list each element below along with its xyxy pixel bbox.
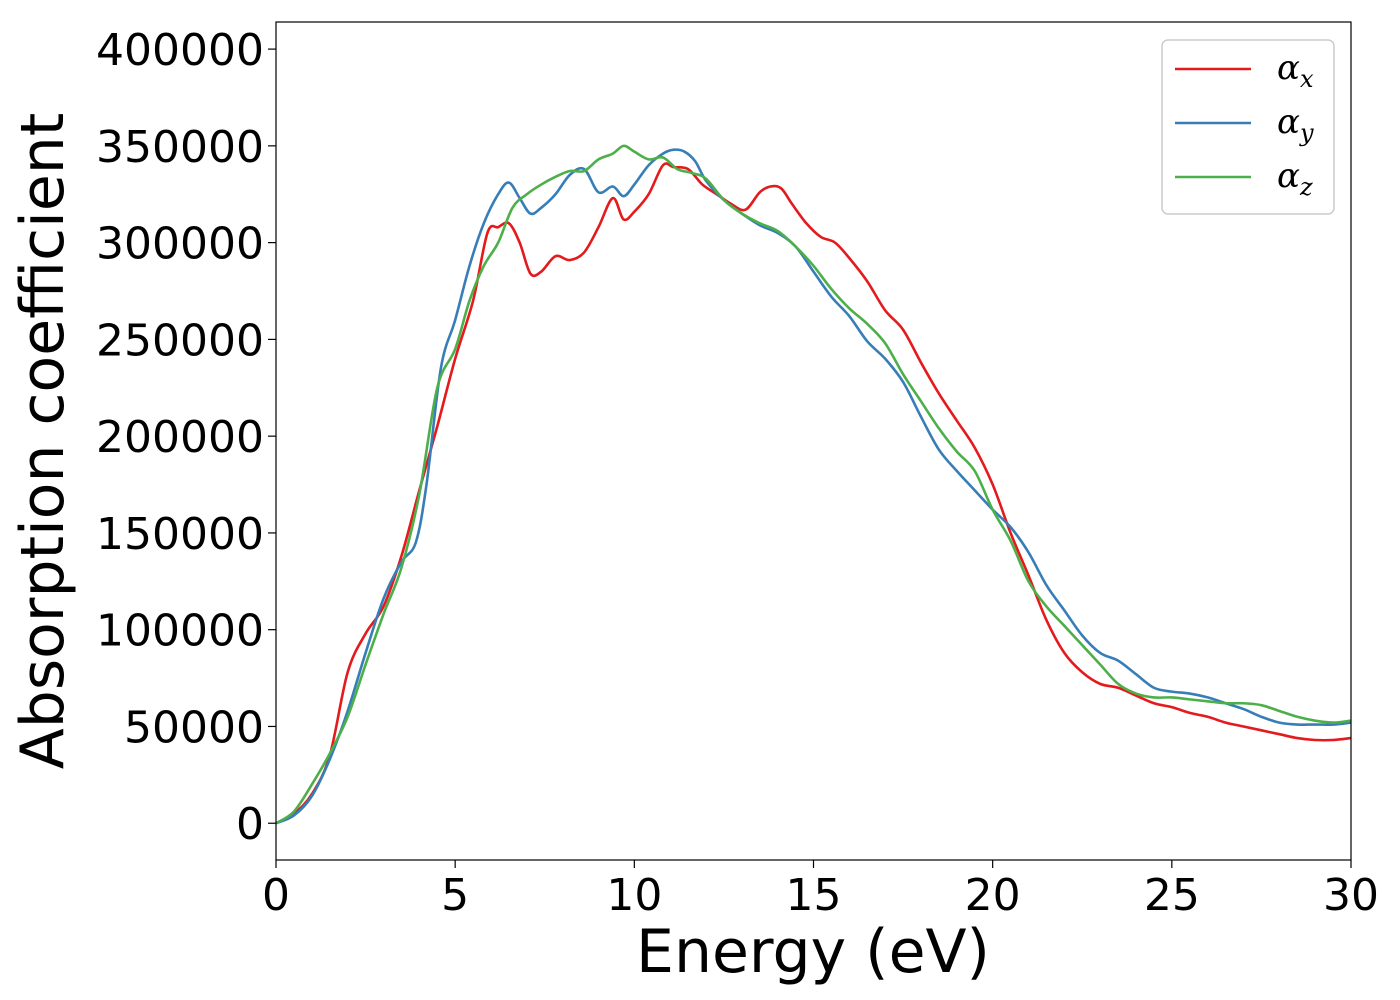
legend-symbol: α xyxy=(1277,156,1300,196)
y-tick-label: 50000 xyxy=(124,702,264,753)
y-tick-label: 0 xyxy=(236,799,264,850)
x-tick-label: 20 xyxy=(965,870,1021,921)
y-tick-label: 300000 xyxy=(96,219,264,270)
legend-label-y: αy xyxy=(1277,102,1314,147)
x-tick-label: 5 xyxy=(441,870,469,921)
x-axis-ticks: 0 5 10 15 20 25 30 xyxy=(262,860,1379,921)
y-axis-ticks: 0 50000 100000 150000 200000 250000 300000 3500… xyxy=(96,25,276,850)
legend-box xyxy=(1161,39,1335,215)
series-lines xyxy=(276,144,1351,825)
x-tick-label: 30 xyxy=(1323,870,1379,921)
legend-label-z: αz xyxy=(1277,156,1313,201)
y-tick-label: 100000 xyxy=(96,606,264,657)
legend-subscript: z xyxy=(1299,173,1313,201)
x-tick-label: 10 xyxy=(606,870,662,921)
y-tick-label: 250000 xyxy=(96,315,264,366)
y-tick-label: 400000 xyxy=(96,25,264,76)
legend-label-x: αx xyxy=(1277,48,1314,93)
y-tick-label: 350000 xyxy=(96,122,264,173)
x-tick-label: 25 xyxy=(1144,870,1200,921)
series-line-x xyxy=(276,162,1351,825)
x-tick-label: 15 xyxy=(786,870,842,921)
y-tick-label: 150000 xyxy=(96,509,264,560)
x-axis-label: Energy (eV) xyxy=(636,917,990,987)
y-tick-label: 200000 xyxy=(96,412,264,463)
legend-subscript: x xyxy=(1300,65,1314,93)
legend-symbol: α xyxy=(1277,48,1300,88)
series-line-z xyxy=(276,144,1351,825)
x-tick-label: 0 xyxy=(262,870,290,921)
y-axis-label: Absorption coefficient xyxy=(8,113,78,770)
series-line-y xyxy=(276,148,1351,825)
legend-symbol: α xyxy=(1277,102,1300,142)
legend-subscript: y xyxy=(1299,119,1314,147)
